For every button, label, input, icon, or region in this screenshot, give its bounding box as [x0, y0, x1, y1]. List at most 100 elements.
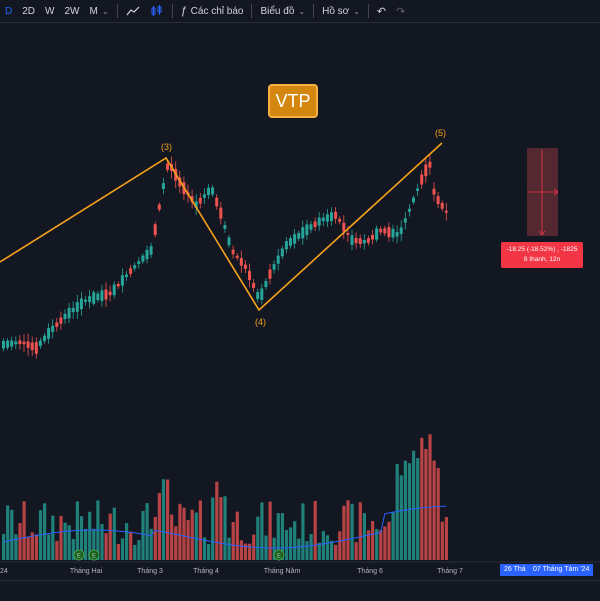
- layout-button[interactable]: Biểu đồ ⌄: [255, 0, 310, 22]
- volume-bar: [321, 531, 325, 560]
- candle-body: [371, 234, 374, 240]
- wave-label-3: (3): [161, 142, 172, 152]
- candle-body: [166, 163, 169, 170]
- bottom-scroll-area[interactable]: [0, 580, 600, 601]
- redo-icon[interactable]: ↷: [396, 5, 406, 18]
- volume-bar: [436, 467, 440, 560]
- time-axis-label: Tháng 4: [193, 568, 219, 575]
- earnings-event-icon[interactable]: [273, 549, 285, 561]
- elliott-wave-line[interactable]: [0, 142, 443, 312]
- chevron-down-icon: ⌄: [298, 6, 306, 16]
- earnings-event-icon[interactable]: [73, 549, 85, 561]
- volume-bar: [280, 513, 284, 560]
- profile-button[interactable]: Hồ sơ ⌄: [317, 0, 365, 22]
- line-chart-glyph: [126, 6, 139, 16]
- volume-bar: [14, 534, 18, 560]
- volume-bar: [153, 516, 157, 560]
- interval-m[interactable]: M ⌄: [84, 0, 113, 22]
- candle-body: [55, 322, 59, 327]
- volume-bar: [424, 448, 428, 560]
- candle-body: [309, 224, 313, 230]
- time-axis-label: Tháng Năm: [264, 568, 301, 575]
- arrow-head-icon: [553, 188, 559, 196]
- volume-bar: [362, 513, 366, 560]
- volume-layer: [2, 434, 448, 560]
- volume-bar: [141, 510, 145, 560]
- volume-bar: [432, 460, 436, 560]
- candle-body: [14, 341, 18, 345]
- volume-bar: [219, 497, 223, 560]
- candle-body: [34, 341, 38, 354]
- candle-body: [84, 299, 87, 302]
- volume-bar: [243, 543, 248, 560]
- volume-bar: [231, 522, 235, 560]
- measure-tool[interactable]: [527, 148, 559, 236]
- candle-body: [301, 227, 305, 239]
- candles-icon[interactable]: [145, 0, 169, 22]
- volume-bar: [10, 509, 14, 560]
- volume-bar: [387, 521, 391, 560]
- candle-body: [92, 292, 96, 304]
- volume-bar: [350, 503, 354, 560]
- candle-body: [260, 288, 264, 300]
- line-chart-icon[interactable]: [121, 0, 145, 22]
- volume-bar: [182, 507, 186, 560]
- undo-icon[interactable]: ↶: [376, 5, 387, 18]
- volume-bar: [166, 479, 170, 560]
- candle-body: [428, 161, 432, 168]
- candle-body: [145, 249, 149, 260]
- price-chart[interactable]: (3) (4) (5) E E E 24 Tháng Hai Tháng 3 Tháng …: [0, 22, 600, 580]
- volume-bar: [227, 537, 231, 560]
- volume-bar: [157, 492, 161, 560]
- volume-bar: [309, 534, 313, 560]
- arrow-head-icon: [538, 230, 546, 236]
- candle-body: [284, 241, 288, 250]
- time-axis-label: Tháng 7: [437, 568, 463, 575]
- volume-bar: [22, 501, 26, 560]
- time-axis-label: Tháng 3: [137, 568, 163, 575]
- time-axis-label: 24: [0, 568, 8, 575]
- volume-bar: [325, 535, 330, 560]
- profile-label: Hồ sơ: [322, 5, 350, 17]
- divider: [313, 4, 315, 18]
- candle-body: [71, 307, 75, 313]
- volume-bar: [223, 496, 227, 560]
- volume-bar: [170, 514, 174, 560]
- volume-bar: [358, 502, 362, 560]
- candle-body: [407, 208, 411, 212]
- indicators-button[interactable]: ƒ Các chỉ báo: [176, 0, 249, 22]
- candle-body: [157, 204, 161, 210]
- interval-2w[interactable]: 2W: [64, 5, 80, 17]
- candle-body: [112, 284, 116, 296]
- volume-bar: [120, 538, 125, 560]
- volume-bar: [137, 540, 141, 560]
- volume-bar: [55, 540, 59, 560]
- candle-body: [30, 342, 34, 351]
- volume-bar: [256, 516, 260, 560]
- volume-bar: [47, 534, 51, 560]
- candle-body: [141, 255, 145, 262]
- volume-bar: [190, 509, 194, 560]
- candle-body: [227, 237, 231, 246]
- candle-body: [358, 238, 362, 245]
- candle-body: [289, 238, 292, 246]
- volume-bar: [104, 533, 108, 560]
- candle-body: [297, 232, 301, 239]
- interval-2d[interactable]: 2D: [22, 5, 36, 17]
- volume-bar: [88, 511, 92, 560]
- candle-body: [202, 194, 206, 198]
- volume-bar: [444, 516, 448, 560]
- candle-body: [321, 217, 325, 222]
- candle-body: [104, 289, 108, 300]
- interval-d[interactable]: D: [5, 5, 13, 17]
- interval-w[interactable]: W: [45, 5, 55, 17]
- earnings-event-icon[interactable]: [88, 549, 100, 561]
- volume-bar: [248, 543, 252, 560]
- volume-bar: [346, 500, 350, 560]
- volume-bar: [211, 497, 215, 560]
- volume-bar: [59, 515, 63, 560]
- candle-body: [403, 218, 407, 223]
- candle-body: [330, 212, 333, 221]
- volume-bar: [313, 501, 317, 560]
- candle-body: [100, 290, 104, 302]
